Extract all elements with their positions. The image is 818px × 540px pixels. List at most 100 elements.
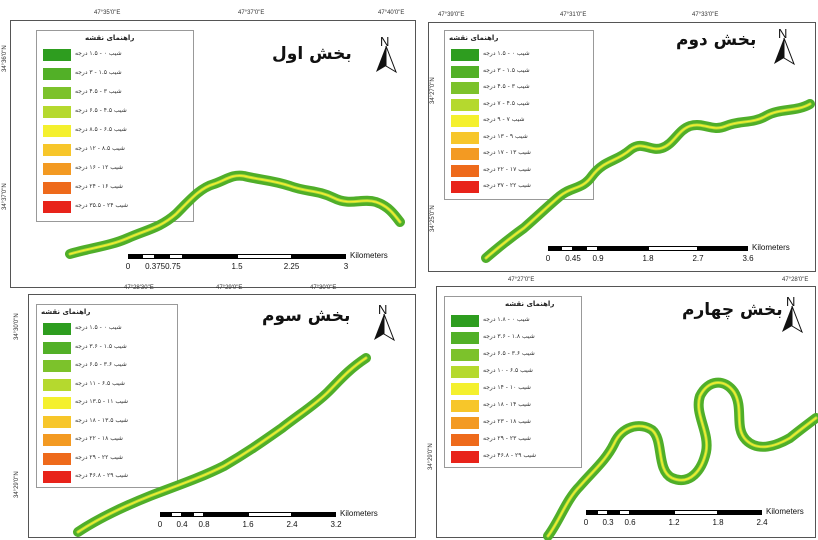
scale-tick-label: 0 bbox=[125, 262, 131, 271]
legend-item: شیب ۴.۵ - ۶.۵ درجه bbox=[43, 106, 183, 119]
scale-tick-label: 3.2 bbox=[330, 520, 342, 529]
legend-label: شیب ۰ - ۱.۵ درجه bbox=[75, 324, 122, 331]
panel-title-p3: بخش سوم bbox=[262, 306, 351, 326]
north-arrow-p4: N bbox=[780, 294, 804, 334]
coord-top-p3-0: 47°28'30"E bbox=[124, 285, 154, 291]
legend-swatch bbox=[451, 400, 479, 412]
scale-unit: Kilometers bbox=[766, 507, 804, 516]
north-letter: N bbox=[380, 34, 390, 49]
legend-swatch bbox=[451, 383, 479, 395]
legend-label: شیب ۱۳.۵ - ۱۸ درجه bbox=[75, 416, 129, 424]
scale-segment bbox=[585, 246, 598, 251]
scale-segment bbox=[155, 254, 169, 259]
scale-tick-label: 3 bbox=[343, 262, 349, 271]
legend-swatch bbox=[43, 378, 71, 391]
legend-item: شیب ۳ - ۴.۵ درجه bbox=[43, 87, 183, 100]
scale-tick-label: 2.7 bbox=[692, 254, 704, 263]
legend-label: شیب ۱.۸ - ۳.۶ درجه bbox=[483, 333, 535, 340]
panel-title-p1: بخش اول bbox=[272, 44, 352, 64]
legend-item: شیب ۸.۵ - ۱۲ درجه bbox=[43, 144, 183, 157]
scale-tick-label: 0.45 bbox=[565, 254, 581, 263]
legend-item: شیب ۱۷ - ۲۲ درجه bbox=[451, 164, 591, 178]
legend-swatch bbox=[43, 163, 71, 175]
legend-label: شیب ۶.۵ - ۱۰ درجه bbox=[483, 367, 533, 374]
legend-swatch bbox=[451, 131, 479, 144]
north-letter: N bbox=[786, 294, 796, 309]
river-channel bbox=[68, 174, 402, 256]
legend-p1: راهنمای نقشه شیب ۰ - ۱.۵ درجه شیب ۱.۵ - ۳… bbox=[36, 30, 194, 222]
legend-label: شیب ۱۸ - ۲۳ درجه bbox=[483, 418, 531, 425]
scale-segment bbox=[204, 512, 248, 517]
legend-swatch bbox=[451, 65, 479, 78]
legend-swatch bbox=[43, 341, 71, 354]
legend-item: شیب ۱۸ - ۲۳ درجه bbox=[451, 417, 591, 430]
scale-tick-label: 0 bbox=[157, 520, 163, 529]
legend-label: شیب ۱.۵ - ۳ درجه bbox=[75, 69, 122, 76]
river-channel bbox=[75, 355, 369, 535]
coord-top-p3-1: 47°29'0"E bbox=[216, 285, 243, 291]
legend-swatch bbox=[451, 164, 479, 177]
scale-segment bbox=[548, 246, 561, 251]
scale-unit: Kilometers bbox=[752, 243, 790, 252]
river-channel bbox=[485, 103, 811, 259]
scale-unit: Kilometers bbox=[340, 509, 378, 518]
legend-p4: راهنمای نقشه شیب ۰ - ۱.۸ درجه شیب ۱.۸ - ۳… bbox=[444, 296, 582, 468]
legend-item: شیب ۹ - ۱۳ درجه bbox=[451, 131, 591, 145]
legend-head-p3: راهنمای نقشه bbox=[41, 308, 91, 316]
north-arrow-icon bbox=[774, 38, 795, 66]
legend-label: شیب ۹ - ۱۳ درجه bbox=[483, 132, 528, 140]
legend-item: شیب ۳ - ۴.۵ درجه bbox=[451, 82, 591, 95]
legend-label: شیب ۶.۵ - ۸.۵ درجه bbox=[75, 126, 127, 133]
legend-item: شیب ۱۱ - ۱۳.۵ درجه bbox=[43, 397, 183, 410]
scale-segment bbox=[648, 246, 698, 251]
legend-label: شیب ۶.۵ - ۱۱ درجه bbox=[75, 379, 125, 387]
legend-item: شیب ۲۲ - ۳۷ درجه bbox=[451, 181, 591, 194]
scale-bar: 0 0.3 0.6 1.2 1.8 2.4 Kilometers bbox=[584, 507, 804, 530]
scale-tick-label: 0.9 bbox=[592, 254, 604, 263]
legend-swatch bbox=[43, 144, 71, 156]
scale-tick-label: 1.2 bbox=[668, 518, 680, 527]
coord-top-p2-0: 47°39'0"E bbox=[438, 12, 465, 18]
legend-item: شیب ۱.۵ - ۳ درجه bbox=[451, 65, 591, 79]
legend-label: شیب ۱۷ - ۲۲ درجه bbox=[483, 165, 531, 173]
legend-label: شیب ۱۳ - ۱۷ درجه bbox=[483, 149, 531, 156]
legend-swatch bbox=[43, 452, 71, 465]
river-channel bbox=[483, 101, 813, 261]
legend-p3: راهنمای نقشه شیب ۰ - ۱.۵ درجه شیب ۱.۵ - ۳… bbox=[36, 304, 178, 488]
scale-tick-label: 0.3 bbox=[602, 518, 614, 527]
legend-label: شیب ۳.۶ - ۶.۵ درجه bbox=[75, 361, 127, 368]
legend-swatch bbox=[43, 68, 71, 80]
scale-tick-label: 1.6 bbox=[242, 520, 254, 529]
legend-item: شیب ۱.۸ - ۳.۶ درجه bbox=[451, 332, 591, 345]
legend-swatch bbox=[43, 360, 71, 372]
north-letter: N bbox=[378, 302, 388, 317]
legend-swatch bbox=[43, 106, 71, 118]
legend-swatch bbox=[451, 49, 479, 61]
legend-item: شیب ۰ - ۱.۸ درجه bbox=[451, 315, 591, 328]
legend-label: شیب ۲۲ - ۳۷ درجه bbox=[483, 182, 531, 189]
coord-top-p3-2: 47°30'0"E bbox=[310, 285, 337, 291]
scale-tick-label: 0 bbox=[545, 254, 551, 263]
scale-segment bbox=[128, 254, 142, 259]
scale-segment bbox=[171, 512, 182, 517]
scale-tick-label: 0.6 bbox=[624, 518, 636, 527]
legend-swatch bbox=[451, 315, 479, 327]
scale-bar: 0 0.4 0.8 1.6 2.4 3.2 Kilometers bbox=[157, 509, 378, 532]
coord-top-p4-1: 47°28'0"E bbox=[782, 277, 809, 283]
north-arrow-icon bbox=[376, 46, 397, 74]
legend-label: شیب ۳.۶ - ۶.۵ درجه bbox=[483, 350, 535, 357]
coord-top-p4-0: 47°27'0"E bbox=[508, 277, 535, 283]
north-arrow-p1: N bbox=[374, 34, 398, 74]
legend-item: شیب ۷ - ۹ درجه bbox=[451, 115, 591, 128]
legend-item: شیب ۲۳ - ۲۹ درجه bbox=[451, 434, 591, 447]
legend-head-p1: راهنمای نقشه bbox=[85, 34, 135, 42]
scale-tick-label: 3.6 bbox=[742, 254, 754, 263]
legend-item: شیب ۱۳.۵ - ۱۸ درجه bbox=[43, 415, 183, 429]
legend-label: شیب ۲۳ - ۲۹ درجه bbox=[483, 435, 531, 442]
legend-item: شیب ۲۹ - ۴۶.۸ درجه bbox=[451, 451, 591, 464]
scale-tick-label: 0.4 bbox=[176, 520, 188, 529]
legend-item: شیب ۲۴ - ۳۵.۵ درجه bbox=[43, 201, 183, 214]
legend-label: شیب ۲۹ - ۴۶.۸ درجه bbox=[483, 452, 537, 459]
river-channel bbox=[481, 99, 815, 263]
